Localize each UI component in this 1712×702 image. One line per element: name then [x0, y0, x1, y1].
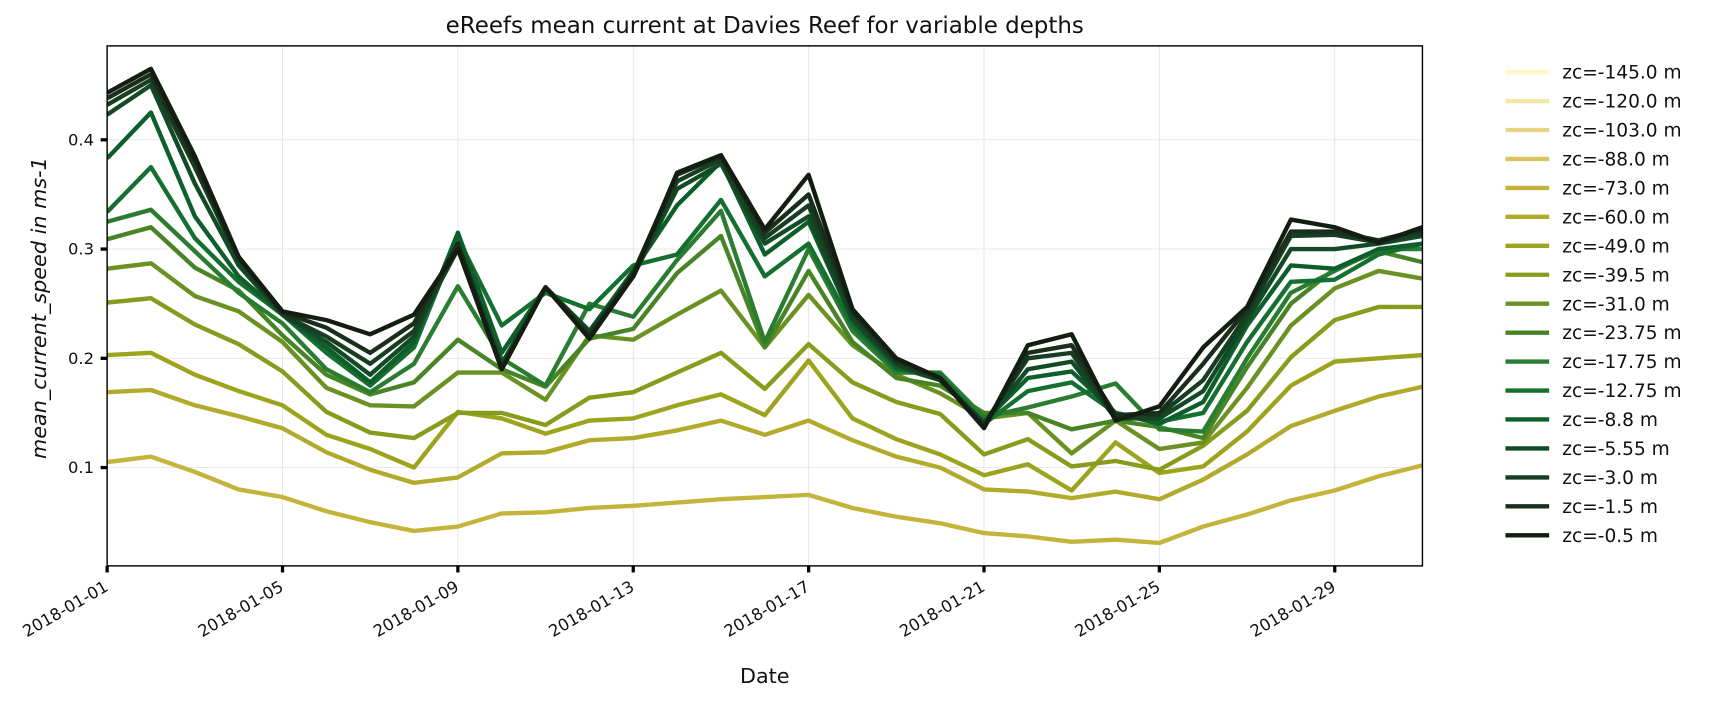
legend-label: zc=-12.75 m [1562, 381, 1681, 402]
legend-label: zc=-60.0 m [1562, 207, 1670, 228]
series-line [107, 83, 1423, 427]
y-tick-label: 0.4 [68, 130, 94, 149]
legend-label: zc=-1.5 m [1562, 497, 1658, 518]
legend-label: zc=-49.0 m [1562, 236, 1670, 257]
legend-label: zc=-120.0 m [1562, 92, 1681, 113]
series-line [107, 207, 1423, 434]
x-tick-label: 2018-01-17 [721, 577, 813, 641]
legend-label: zc=-73.0 m [1562, 178, 1670, 199]
x-tick-label: 2018-01-13 [546, 577, 638, 641]
y-tick-label: 0.2 [68, 349, 94, 368]
x-tick-label: 2018-01-25 [1072, 577, 1164, 641]
legend-label: zc=-3.0 m [1562, 468, 1658, 489]
x-tick-label: 2018-01-01 [19, 577, 111, 641]
legend-label: zc=-5.55 m [1562, 439, 1670, 460]
y-tick-label: 0.3 [68, 240, 94, 259]
series-line [107, 296, 1423, 472]
series-line [107, 72, 1423, 429]
series-line [107, 350, 1423, 493]
series-line [107, 77, 1423, 427]
x-tick-label: 2018-01-09 [370, 577, 462, 641]
legend-label: zc=-8.8 m [1562, 410, 1658, 431]
y-axis-label: mean_current_speed in ms-1 [27, 157, 52, 459]
x-tick-label: 2018-01-05 [195, 577, 287, 641]
legend-label: zc=-103.0 m [1562, 121, 1681, 142]
legend-label: zc=-39.5 m [1562, 265, 1670, 286]
legend-label: zc=-17.75 m [1562, 352, 1681, 373]
series-line [107, 454, 1423, 546]
legend-label: zc=-31.0 m [1562, 294, 1670, 315]
y-tick-label: 0.1 [68, 458, 94, 477]
legend-label: zc=-23.75 m [1562, 323, 1681, 344]
chart-title: eReefs mean current at Davies Reef for v… [446, 13, 1084, 39]
series-line [107, 66, 1423, 431]
series-line [107, 164, 1423, 427]
series-line [107, 384, 1423, 502]
x-tick-label: 2018-01-21 [896, 577, 988, 641]
series-line [107, 225, 1423, 441]
x-axis-label: Date [740, 664, 790, 688]
legend-label: zc=-0.5 m [1562, 526, 1658, 547]
plot-frame [106, 45, 1424, 567]
x-tick-label: 2018-01-29 [1247, 577, 1339, 641]
legend-label: zc=-145.0 m [1562, 63, 1681, 84]
series-line [107, 110, 1423, 427]
legend-label: zc=-88.0 m [1562, 150, 1670, 171]
